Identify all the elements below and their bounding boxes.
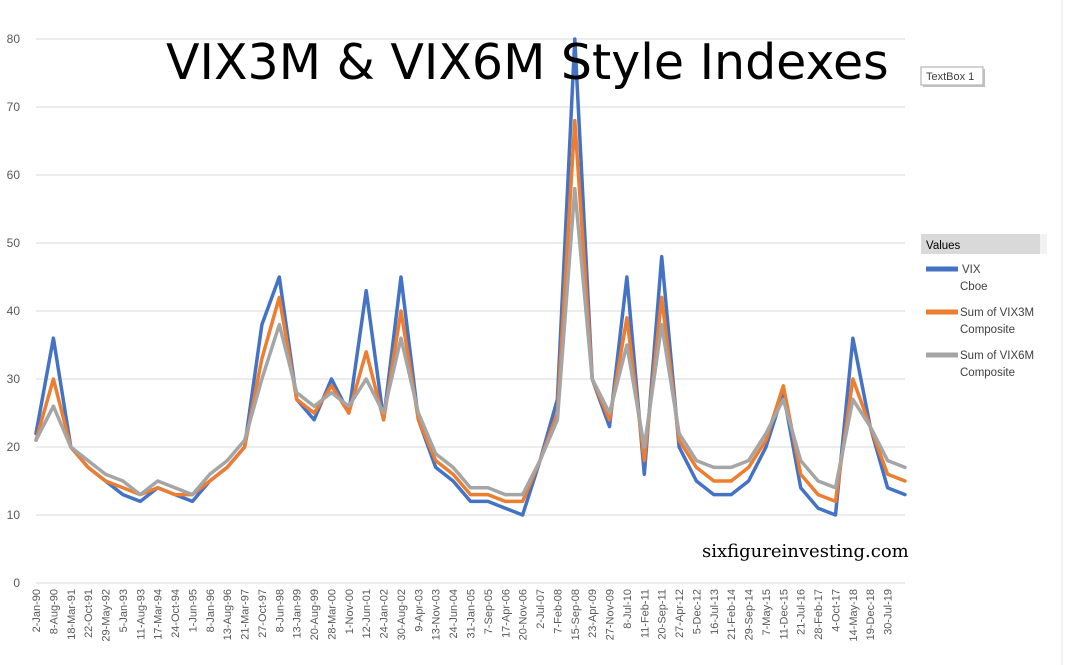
x-tick-label: 24-Oct-94 — [170, 589, 182, 638]
legend-label: VIX — [962, 264, 981, 276]
chart-title[interactable]: VIX3M & VIX6M Style Indexes — [166, 34, 889, 91]
x-tick-label: 8-Jul-10 — [622, 589, 634, 629]
y-tick-label: 10 — [7, 508, 21, 522]
x-tick-label: 8-Jan-96 — [205, 589, 217, 632]
x-tick-label: 22-Oct-91 — [83, 589, 95, 638]
x-tick-label: 21-Feb-14 — [726, 589, 738, 640]
x-tick-label: 30-Jul-19 — [883, 589, 895, 635]
x-tick-label: 20-Sep-11 — [657, 589, 669, 640]
textbox-1[interactable]: TextBox 1 — [920, 66, 985, 87]
x-tick-label: 17-Mar-94 — [153, 589, 165, 640]
x-tick-label: 11-Feb-11 — [639, 589, 651, 638]
x-tick-label: 17-Apr-06 — [500, 589, 512, 638]
y-tick-label: 40 — [7, 304, 21, 318]
x-tick-label: 27-Apr-12 — [674, 589, 686, 638]
x-tick-label: 7-May-15 — [761, 589, 773, 635]
series-line-1[interactable] — [34, 118, 907, 504]
legend[interactable]: Values VIX Cboe Sum of VIX3M Composite Sum o… — [921, 234, 1047, 379]
x-tick-label: 7-Feb-08 — [552, 589, 564, 634]
x-tick-label: 20-Aug-99 — [309, 589, 321, 640]
x-tick-label: 29-Sep-14 — [744, 589, 756, 640]
watermark-text: sixfigureinvesting.com — [702, 541, 909, 562]
x-tick-label: 31-Jan-05 — [466, 589, 478, 639]
x-tick-label: 21-Mar-97 — [240, 589, 252, 640]
legend-label: Cboe — [960, 281, 988, 293]
x-tick-label: 27-Nov-09 — [605, 589, 617, 640]
x-tick-label: 7-Sep-05 — [483, 589, 495, 634]
x-tick-label: 30-Aug-02 — [396, 589, 408, 640]
x-tick-label: 8-Aug-90 — [48, 589, 60, 634]
x-tick-label: 20-Nov-06 — [518, 589, 530, 640]
x-axis-ticks: 2-Jan-90 8-Aug-90 18-Mar-91 22-Oct-91 29-May… — [31, 589, 895, 642]
x-tick-label: 1-Nov-00 — [344, 589, 356, 634]
x-tick-label: 19-Dec-18 — [865, 589, 877, 640]
legend-label: Sum of VIX3M — [960, 307, 1034, 319]
x-tick-label: 27-Oct-97 — [257, 589, 269, 638]
x-tick-label: 13-Aug-96 — [222, 589, 234, 640]
x-tick-label: 16-Jul-13 — [709, 589, 721, 635]
y-tick-label: 20 — [7, 440, 21, 454]
legend-label: Sum of VIX6M — [960, 350, 1034, 362]
x-tick-label: 13-Nov-03 — [431, 589, 443, 640]
x-tick-label: 18-Mar-91 — [66, 589, 78, 640]
y-tick-label: 70 — [7, 100, 21, 114]
y-tick-label: 80 — [7, 32, 21, 46]
legend-items: VIX Cboe Sum of VIX3M Composite Sum of VIX6M… — [926, 264, 1034, 379]
x-tick-label: 1-Jun-95 — [187, 589, 199, 632]
legend-header[interactable] — [921, 234, 1047, 254]
legend-title: Values — [926, 240, 961, 252]
x-tick-label: 24-Jan-02 — [379, 589, 391, 639]
x-tick-label: 13-Jan-99 — [292, 589, 304, 639]
x-tick-label: 15-Sep-08 — [570, 589, 582, 640]
series-lines — [34, 37, 907, 517]
x-tick-label: 4-Oct-17 — [830, 589, 842, 632]
gridlines — [36, 38, 905, 516]
x-tick-label: 29-May-92 — [101, 589, 113, 642]
x-tick-label: 23-Apr-09 — [587, 589, 599, 638]
series-line-0[interactable] — [34, 37, 907, 517]
x-tick-label: 2-Jul-07 — [535, 589, 547, 629]
x-tick-label: 28-Feb-17 — [813, 589, 825, 640]
y-tick-label: 50 — [7, 236, 21, 250]
x-tick-label: 14-May-18 — [848, 589, 860, 642]
y-tick-label: 30 — [7, 372, 21, 386]
x-tick-label: 12-Jun-01 — [361, 589, 373, 639]
x-tick-label: 28-Mar-00 — [326, 589, 338, 640]
x-tick-label: 24-Jun-04 — [448, 589, 460, 639]
x-tick-label: 21-Jul-16 — [796, 589, 808, 635]
series-line-2[interactable] — [34, 186, 907, 497]
x-tick-label: 5-Dec-12 — [691, 589, 703, 634]
x-tick-label: 8-Jun-98 — [274, 589, 286, 632]
y-tick-label: 0 — [13, 576, 20, 590]
y-tick-label: 60 — [7, 168, 21, 182]
x-tick-label: 5-Jan-93 — [118, 589, 130, 632]
legend-label: Composite — [960, 324, 1015, 336]
y-axis-ticks: 0 10 20 30 40 50 60 70 80 — [7, 32, 21, 590]
x-tick-label: 2-Jan-90 — [31, 589, 43, 632]
textbox-label: TextBox 1 — [926, 71, 974, 83]
x-tick-label: 11-Dec-15 — [778, 589, 790, 640]
x-tick-label: 9-Apr-03 — [413, 589, 425, 632]
x-tick-label: 11-Aug-93 — [135, 589, 147, 640]
legend-label: Composite — [960, 367, 1015, 379]
